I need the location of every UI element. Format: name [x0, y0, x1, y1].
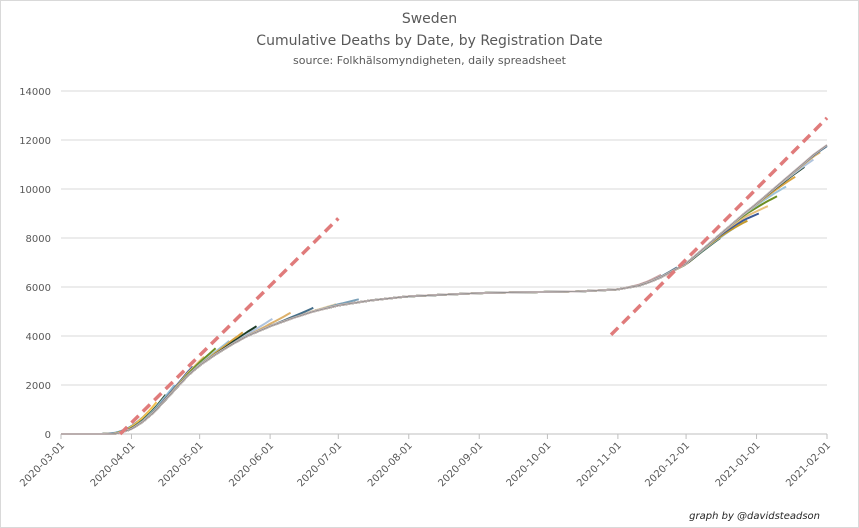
y-tick-label-6000: 6000: [26, 283, 51, 294]
y-tick-label-4000: 4000: [26, 332, 51, 343]
gridlines: [61, 90, 827, 435]
registration-series-line: [61, 195, 778, 435]
latest-series-line: [61, 144, 828, 435]
registration-series-line: [61, 401, 158, 435]
x-tick-label-2020-08-01: 2020-08-01: [366, 440, 415, 489]
registration-series-line: [61, 205, 769, 435]
registration-series-line: [61, 331, 244, 435]
trend-lines: [118, 116, 829, 436]
x-tick-label-2020-10-01: 2020-10-01: [505, 440, 554, 489]
y-tick-label-12000: 12000: [19, 136, 51, 147]
x-tick-label-2020-04-01: 2020-04-01: [89, 440, 138, 489]
x-tick-label-2021-01-01: 2021-01-01: [714, 440, 763, 489]
x-axis-ticks: 2020-03-01 2020-04-01 2020-05-01 2020-06-01…: [18, 440, 833, 489]
latest-series-outline: [61, 144, 828, 435]
registration-series-line: [61, 365, 194, 435]
x-axis: [60, 433, 828, 439]
y-axis-ticks: 0 2000 4000 6000 8000 10000 12000 14000: [19, 87, 51, 441]
x-tick-label-2020-11-01: 2020-11-01: [575, 440, 624, 489]
y-tick-label-2000: 2000: [26, 381, 51, 392]
x-tick-label-2021-02-01: 2021-02-01: [784, 440, 833, 489]
registration-series-line: [61, 298, 360, 435]
x-tick-label-2020-05-01: 2020-05-01: [157, 440, 206, 489]
registration-series-line: [61, 311, 292, 435]
x-tick-label-2020-07-01: 2020-07-01: [296, 440, 345, 489]
registration-series-line: [61, 376, 185, 435]
trend-line-1: [118, 217, 340, 436]
registration-series-line: [61, 303, 337, 435]
registration-series-line: [61, 185, 787, 435]
registration-series-line: [61, 166, 805, 435]
y-tick-label-0: 0: [45, 430, 51, 441]
chart-country-title: Sweden: [401, 11, 458, 27]
chart-source: source: Folkhälsomyndigheten, daily spre…: [293, 54, 566, 67]
x-tick-label-2020-09-01: 2020-09-01: [436, 440, 485, 489]
trend-line-2: [609, 116, 829, 337]
registration-series-line: [61, 151, 821, 435]
registration-series-line: [61, 306, 314, 435]
credit-note: graph by @davidsteadson: [689, 511, 820, 522]
y-tick-label-10000: 10000: [19, 185, 51, 196]
chart-title: Cumulative Deaths by Date, by Registrati…: [256, 33, 603, 49]
registration-series-line: [61, 158, 814, 435]
y-tick-label-14000: 14000: [19, 87, 51, 98]
registration-series-line: [61, 175, 796, 435]
y-tick-label-8000: 8000: [26, 234, 51, 245]
x-tick-label-2020-06-01: 2020-06-01: [227, 440, 276, 489]
series-group: [61, 144, 828, 435]
x-tick-label-2020-12-01: 2020-12-01: [643, 440, 692, 489]
x-tick-label-2020-03-01: 2020-03-01: [18, 440, 67, 489]
